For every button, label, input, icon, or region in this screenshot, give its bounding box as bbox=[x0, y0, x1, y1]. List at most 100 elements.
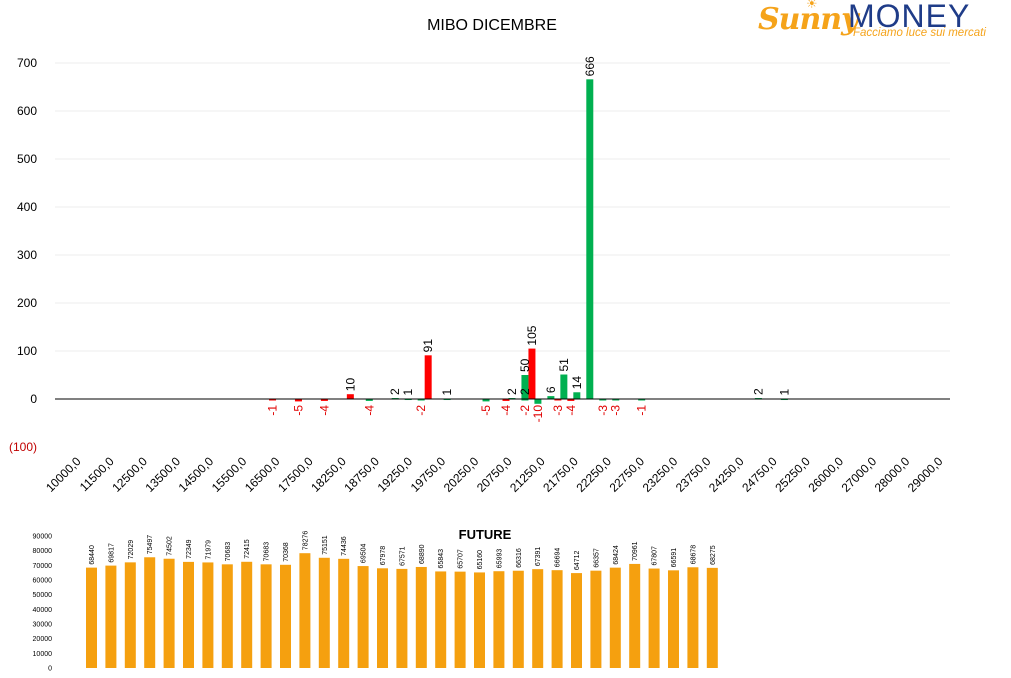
data-label: -10 bbox=[531, 405, 545, 423]
y-tick-label: (100) bbox=[9, 440, 37, 454]
future-bar bbox=[512, 570, 524, 668]
bar bbox=[567, 399, 575, 401]
x-tick-label: 10000,0 bbox=[43, 454, 84, 495]
bar bbox=[294, 399, 302, 402]
bar bbox=[554, 399, 562, 401]
data-label: -4 bbox=[499, 405, 513, 416]
x-tick-label: 23750,0 bbox=[673, 454, 714, 495]
bar bbox=[547, 396, 555, 399]
x-tick-label: 21750,0 bbox=[540, 454, 581, 495]
future-data-label: 66357 bbox=[593, 548, 600, 568]
bar bbox=[528, 348, 536, 399]
future-data-label: 72415 bbox=[244, 539, 251, 559]
data-label: 2 bbox=[751, 388, 765, 395]
future-data-label: 66591 bbox=[671, 548, 678, 568]
future-bar bbox=[377, 568, 388, 668]
data-label: -5 bbox=[479, 405, 493, 416]
future-data-label: 75151 bbox=[322, 535, 329, 555]
data-label: 51 bbox=[557, 358, 571, 372]
x-tick-label: 12500,0 bbox=[109, 454, 150, 495]
future-bar bbox=[299, 553, 311, 668]
x-tick-label: 18750,0 bbox=[341, 454, 382, 495]
bar bbox=[502, 399, 510, 401]
data-label: 2 bbox=[505, 388, 519, 395]
y-axis-ticks: 700 600 500 400 300 200 100 0 (100) bbox=[9, 56, 37, 454]
future-chart: FUTURE 0 10000 20000 30000 40000 50000 60000 70… bbox=[33, 527, 718, 673]
future-data-label: 67978 bbox=[380, 546, 387, 566]
future-data-label: 68275 bbox=[710, 545, 717, 565]
future-data-label: 74436 bbox=[341, 536, 348, 556]
future-data-label: 66316 bbox=[516, 548, 523, 568]
bar bbox=[320, 399, 328, 401]
future-bar bbox=[687, 567, 699, 668]
future-data-label: 70683 bbox=[225, 542, 232, 562]
future-bar bbox=[357, 566, 369, 668]
logo-money-text: MONEY bbox=[848, 0, 971, 34]
future-y-axis-ticks: 0 10000 20000 30000 40000 50000 60000 70000 8000… bbox=[33, 534, 53, 673]
x-axis-ticks: 10000,011500,012500,013500,014500,015500… bbox=[43, 454, 946, 495]
x-tick-label: 13500,0 bbox=[143, 454, 184, 495]
bar bbox=[599, 399, 607, 401]
future-data-label: 68424 bbox=[613, 545, 620, 565]
y-tick-label: 100 bbox=[17, 344, 37, 358]
future-y-tick-label: 0 bbox=[48, 666, 52, 673]
x-tick-label: 27000,0 bbox=[839, 454, 880, 495]
data-label: -4 bbox=[564, 405, 578, 416]
future-y-tick-label: 80000 bbox=[33, 548, 53, 555]
y-tick-label: 700 bbox=[17, 56, 37, 70]
x-tick-label: 19750,0 bbox=[408, 454, 449, 495]
future-bar bbox=[590, 570, 602, 668]
y-tick-label: 500 bbox=[17, 152, 37, 166]
future-y-tick-label: 70000 bbox=[33, 563, 53, 570]
future-y-tick-label: 40000 bbox=[33, 607, 53, 614]
data-label: -1 bbox=[635, 405, 649, 416]
future-y-tick-label: 10000 bbox=[33, 651, 53, 658]
future-data-label: 67391 bbox=[535, 547, 542, 567]
future-data-label: 70961 bbox=[632, 541, 639, 561]
future-y-tick-label: 50000 bbox=[33, 592, 53, 599]
logo-tagline: Facciamo luce sui mercati bbox=[853, 27, 986, 39]
future-bar bbox=[396, 568, 408, 668]
future-bar bbox=[202, 562, 214, 668]
bar bbox=[573, 392, 581, 399]
data-label: 2 bbox=[388, 388, 402, 395]
future-bar bbox=[454, 571, 466, 668]
future-bar bbox=[241, 561, 253, 668]
future-data-label: 67571 bbox=[399, 546, 406, 566]
x-tick-label: 24250,0 bbox=[706, 454, 747, 495]
data-label: 666 bbox=[583, 56, 597, 76]
future-bar bbox=[144, 557, 156, 668]
bar bbox=[638, 399, 646, 401]
future-data-label: 66694 bbox=[555, 548, 562, 568]
data-label: -4 bbox=[317, 405, 331, 416]
future-bar bbox=[474, 572, 485, 668]
y-tick-label: 200 bbox=[17, 296, 37, 310]
bar bbox=[560, 374, 568, 399]
bar bbox=[521, 375, 529, 399]
x-tick-label: 11500,0 bbox=[77, 454, 117, 494]
bar bbox=[417, 399, 425, 401]
y-tick-label: 600 bbox=[17, 104, 37, 118]
future-data-label: 64712 bbox=[574, 551, 581, 571]
x-tick-label: 24750,0 bbox=[739, 454, 780, 495]
future-data-label: 65993 bbox=[496, 549, 503, 569]
future-bar bbox=[706, 567, 718, 668]
future-data-label: 68440 bbox=[89, 545, 96, 565]
future-bar bbox=[668, 570, 679, 668]
x-tick-label: 19250,0 bbox=[375, 454, 416, 495]
data-label: -3 bbox=[596, 405, 610, 416]
future-data-label: 69817 bbox=[108, 543, 115, 563]
x-tick-label: 29000,0 bbox=[905, 454, 946, 495]
future-data-label: 68678 bbox=[690, 545, 697, 565]
future-bar bbox=[280, 564, 291, 668]
x-tick-label: 14500,0 bbox=[176, 454, 217, 495]
data-label: -3 bbox=[609, 405, 623, 416]
data-label: 50 bbox=[518, 358, 532, 372]
future-bar bbox=[163, 558, 175, 668]
future-bars bbox=[86, 553, 718, 668]
bar bbox=[424, 355, 432, 399]
future-y-tick-label: 60000 bbox=[33, 578, 53, 585]
data-label: -3 bbox=[551, 405, 565, 416]
future-data-label: 70683 bbox=[264, 542, 271, 562]
x-tick-label: 20250,0 bbox=[441, 454, 482, 495]
